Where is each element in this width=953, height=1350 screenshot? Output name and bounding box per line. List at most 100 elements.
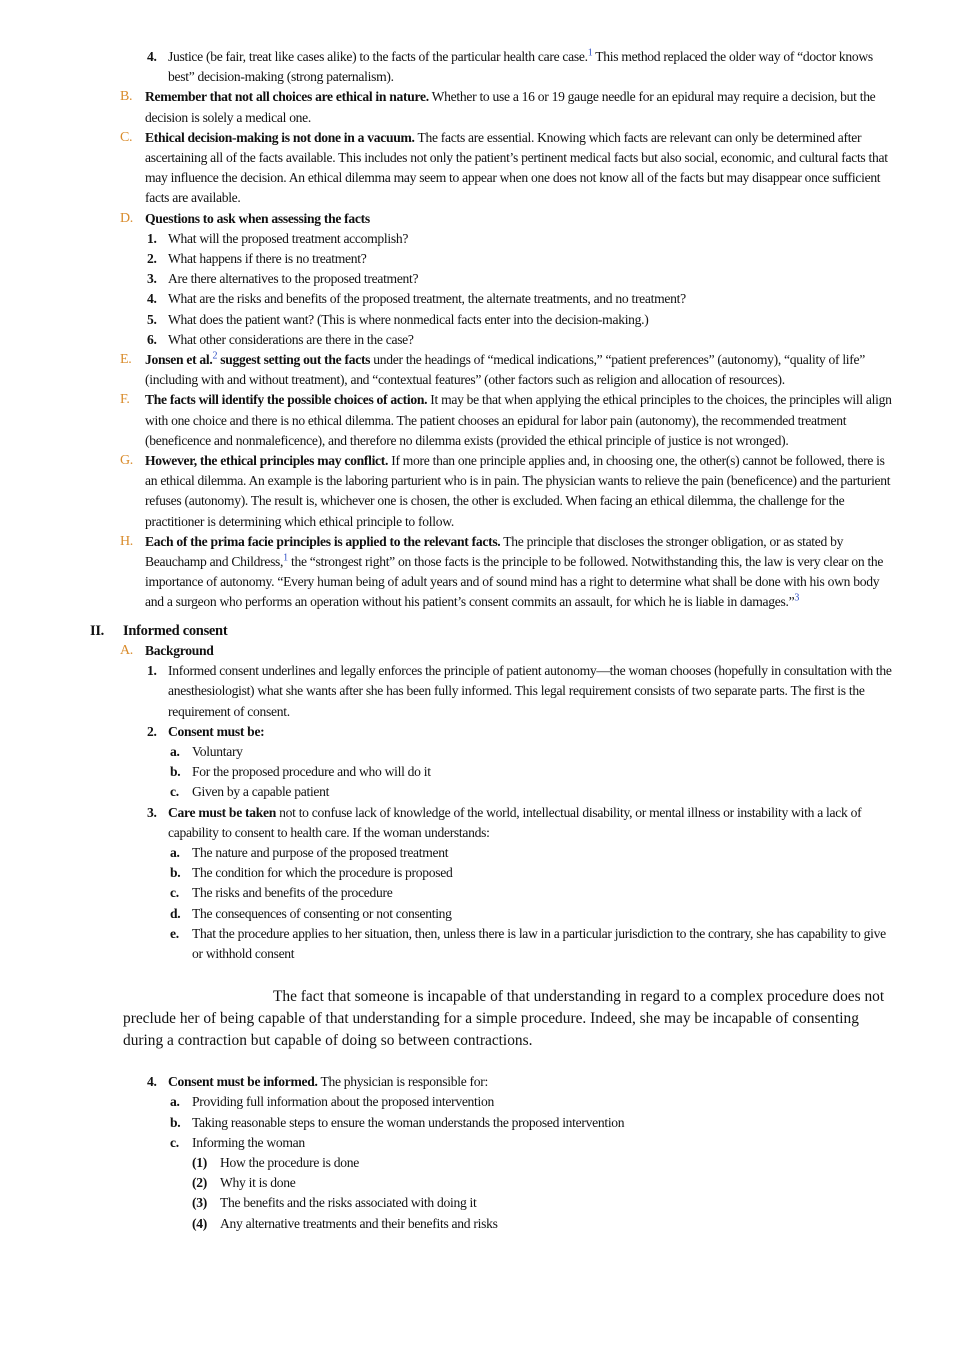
item-marker: II. xyxy=(90,622,105,639)
list-item: 2. What happens if there is no treatment? xyxy=(0,249,895,269)
list-item: (3) The benefits and the risks associated… xyxy=(0,1193,895,1213)
item-marker: c. xyxy=(170,885,179,901)
item-marker: 5. xyxy=(147,311,157,327)
item-text: What are the risks and benefits of the p… xyxy=(168,291,686,307)
list-item: D. Questions to ask when assessing the fa… xyxy=(0,209,895,229)
heading: However, the ethical principles may conf… xyxy=(145,453,389,469)
item-marker: e. xyxy=(170,925,179,941)
item-marker: C. xyxy=(120,129,133,145)
item-marker: 6. xyxy=(147,331,157,347)
item-marker: D. xyxy=(120,210,134,226)
item-text: Are there alternatives to the proposed t… xyxy=(168,271,419,287)
footnote-ref: 2 xyxy=(212,350,218,362)
item-text: It may be that when applying the ethical… xyxy=(145,392,892,448)
item-text: The condition for which the procedure is… xyxy=(192,865,453,881)
item-marker: (1) xyxy=(192,1154,207,1170)
item-text: How the procedure is done xyxy=(220,1154,359,1170)
item-marker: 2. xyxy=(147,251,157,267)
heading: Consent must be informed. xyxy=(168,1074,318,1090)
item-text: Providing full information about the pro… xyxy=(192,1094,495,1110)
item-marker: 2. xyxy=(147,723,157,739)
list-item: 3. Care must be taken not to confuse lack… xyxy=(0,803,895,843)
footnote-ref: 1 xyxy=(587,47,593,59)
item-marker: H. xyxy=(120,533,134,549)
item-marker: 4. xyxy=(147,49,157,64)
item-text: If more than one principle applies and, … xyxy=(145,453,891,529)
item-marker: 4. xyxy=(147,291,157,307)
item-marker: (4) xyxy=(192,1215,207,1231)
list-item: c. Given by a capable patient xyxy=(0,782,895,802)
list-item: a. The nature and purpose of the proposed… xyxy=(0,843,895,863)
heading: Background xyxy=(145,642,214,658)
section-list: II. Informed consent A. Background 1. Informe… xyxy=(0,621,895,964)
item-text: Informed consent underlines and legally … xyxy=(168,663,892,719)
item-marker: (3) xyxy=(192,1195,207,1211)
item-marker: 1. xyxy=(147,663,157,679)
list-item: C. Ethical decision-making is not done in… xyxy=(0,128,895,209)
list-item: b. For the proposed procedure and who wil… xyxy=(0,762,895,782)
heading: The facts will identify the possible cho… xyxy=(145,392,428,408)
item-text: Taking reasonable steps to ensure the wo… xyxy=(192,1114,625,1130)
list-item: 3. Are there alternatives to the proposed… xyxy=(0,269,895,289)
continued-list: 4. Consent must be informed. The physicia… xyxy=(0,1072,895,1234)
item-marker: F. xyxy=(120,392,130,408)
continued-list: 4. Justice (be fair, treat like cases ali… xyxy=(0,47,895,87)
item-marker: b. xyxy=(170,764,181,780)
list-item: c. The risks and benefits of the procedur… xyxy=(0,883,895,903)
heading: Jonsen et al. xyxy=(145,352,213,368)
item-marker: b. xyxy=(170,1114,181,1130)
item-text: under the headings of “medical indicatio… xyxy=(145,352,865,388)
item-text: The nature and purpose of the proposed t… xyxy=(192,844,449,860)
item-text: The physician is responsible for: xyxy=(320,1074,488,1090)
item-marker: 4. xyxy=(147,1074,157,1090)
item-marker: a. xyxy=(170,844,180,860)
item-text: The consequences of consenting or not co… xyxy=(192,905,452,921)
list-item: B. Remember that not all choices are ethi… xyxy=(0,87,895,127)
list-item: II. Informed consent xyxy=(0,621,895,641)
footnote-ref: 1 xyxy=(283,552,288,564)
footnote-ref: 3 xyxy=(794,592,800,604)
list-item: d. The consequences of consenting or not … xyxy=(0,904,895,924)
item-text: What other considerations are there in t… xyxy=(168,331,414,347)
list-item: 4. Justice (be fair, treat like cases ali… xyxy=(0,47,895,87)
heading: Remember that not all choices are ethica… xyxy=(145,89,429,105)
item-text: What will the proposed treatment accompl… xyxy=(168,230,409,246)
item-text: The risks and benefits of the procedure xyxy=(192,885,393,901)
section-list: B. Remember that not all choices are ethi… xyxy=(0,87,895,612)
item-text: The principle that discloses the stronge… xyxy=(145,533,844,570)
list-item: 5. What does the patient want? (This is w… xyxy=(0,310,895,330)
item-text: What happens if there is no treatment? xyxy=(168,251,367,267)
list-item: 1. What will the proposed treatment accom… xyxy=(0,229,895,249)
item-text: Given by a capable patient xyxy=(192,784,330,800)
list-item: (2) Why it is done xyxy=(0,1173,895,1193)
item-text: What does the patient want? (This is whe… xyxy=(168,311,649,327)
item-text: Justice (be fair, treat like cases alike… xyxy=(168,49,588,64)
item-text: The facts are essential. Knowing which f… xyxy=(145,129,888,206)
item-text: the “strongest right” on those facts is … xyxy=(145,554,884,610)
item-marker: c. xyxy=(170,1134,179,1150)
item-marker: E. xyxy=(120,352,132,368)
list-item: a. Providing full information about the p… xyxy=(0,1092,895,1112)
list-item: (1) How the procedure is done xyxy=(0,1153,895,1173)
item-text: Voluntary xyxy=(192,743,243,759)
heading: Ethical decision-making is not done in a… xyxy=(145,129,415,145)
item-text: That the procedure applies to her situat… xyxy=(192,925,886,961)
list-item: H. Each of the prima facie principles is … xyxy=(0,532,895,613)
item-marker: d. xyxy=(170,905,181,921)
item-marker: 3. xyxy=(147,804,157,820)
item-marker: 3. xyxy=(147,271,157,287)
item-marker: 1. xyxy=(147,230,157,246)
item-text: not to confuse lack of knowledge of the … xyxy=(168,804,862,840)
list-item: F. The facts will identify the possible c… xyxy=(0,390,895,451)
heading: Questions to ask when assessing the fact… xyxy=(145,210,370,226)
list-item: (4) Any alternative treatments and their … xyxy=(0,1214,895,1234)
list-item: 1. Informed consent underlines and legall… xyxy=(0,661,895,722)
item-marker: G. xyxy=(120,453,134,469)
list-item: G. However, the ethical principles may co… xyxy=(0,451,895,532)
item-marker: b. xyxy=(170,865,181,881)
list-item: e. That the procedure applies to her situ… xyxy=(0,924,895,964)
item-marker: B. xyxy=(120,89,133,105)
list-item: a. Voluntary xyxy=(0,742,895,762)
heading: suggest setting out the facts xyxy=(220,352,371,368)
